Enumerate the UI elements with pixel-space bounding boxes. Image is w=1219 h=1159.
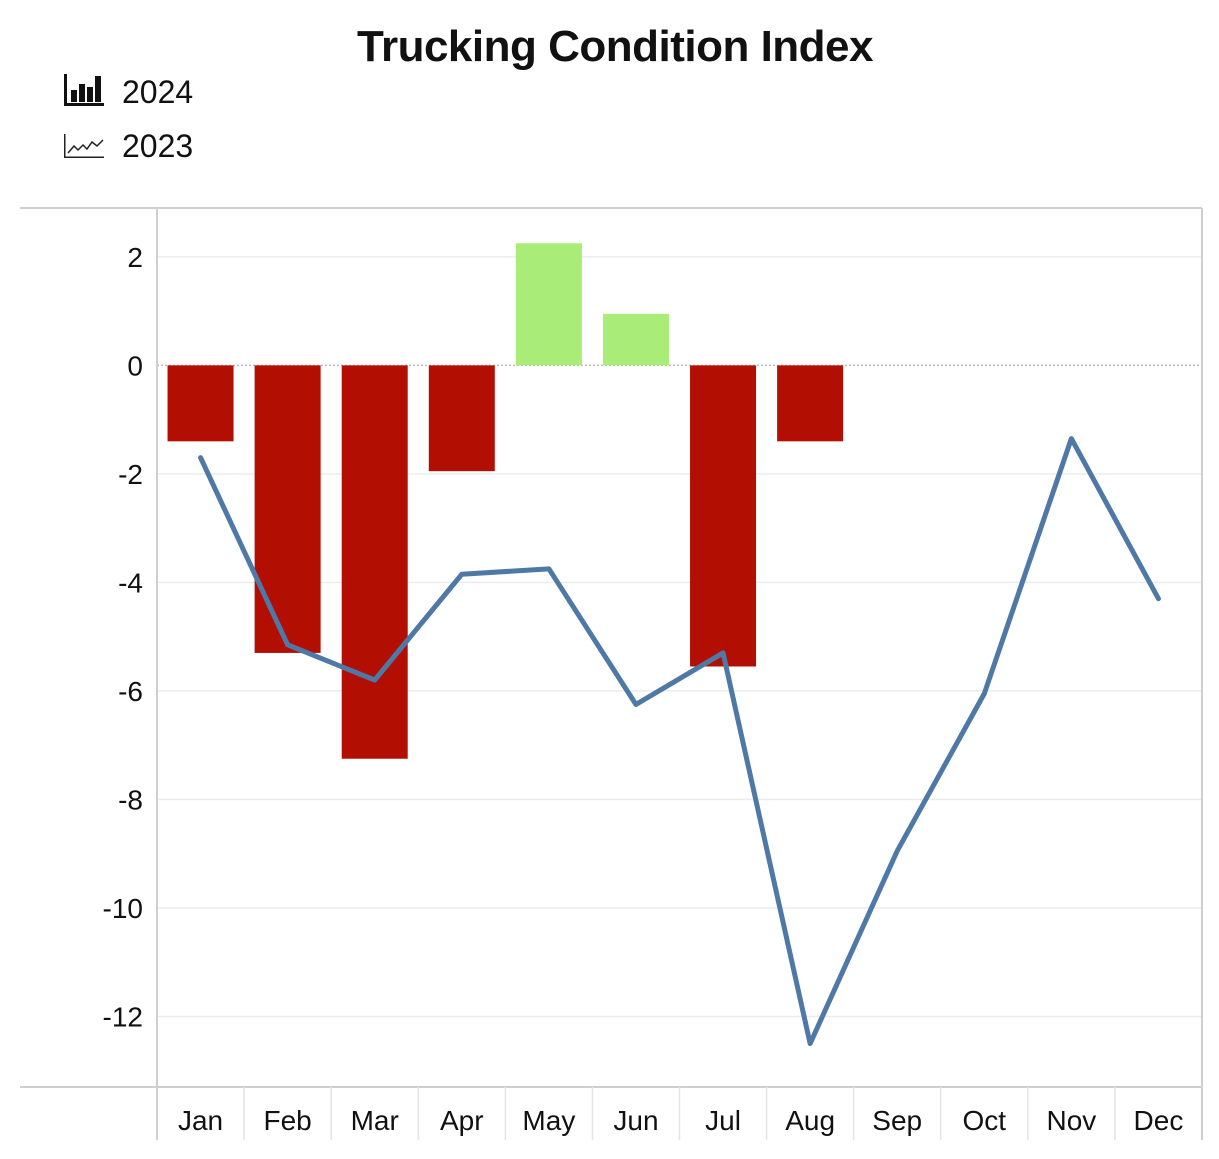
x-tick-label-sep: Sep xyxy=(872,1105,922,1136)
bar-mar xyxy=(341,365,408,759)
plot-frame xyxy=(20,207,1203,1140)
bar-may xyxy=(515,243,582,366)
x-tick-label-mar: Mar xyxy=(351,1105,399,1136)
x-tick-label-nov: Nov xyxy=(1046,1105,1096,1136)
bar-jul xyxy=(690,365,757,667)
x-tick-label-jun: Jun xyxy=(613,1105,658,1136)
bar-jun xyxy=(602,313,669,366)
bar-jan xyxy=(167,365,234,442)
y-tick-label: 0 xyxy=(127,350,143,381)
legend-item-2024[interactable]: 2024 xyxy=(62,70,193,114)
line-2023-path xyxy=(198,436,1161,1047)
bar-feb xyxy=(254,365,321,653)
x-tick-label-apr: Apr xyxy=(440,1105,484,1136)
x-tick-label-feb: Feb xyxy=(264,1105,312,1136)
x-tick-label-jul: Jul xyxy=(705,1105,741,1136)
y-tick-label: -2 xyxy=(118,459,143,490)
line-chart-icon xyxy=(62,126,106,167)
chart-title: Trucking Condition Index xyxy=(357,22,874,71)
gridlines xyxy=(157,256,1202,1018)
x-axis: Jan Feb Mar Apr May Jun Jul Aug Sep Oct Nov Dec xyxy=(178,1105,1183,1136)
y-tick-label: -6 xyxy=(118,676,143,707)
y-tick-label: -8 xyxy=(118,784,143,815)
y-tick-label: -4 xyxy=(118,567,143,598)
x-tick-label-may: May xyxy=(522,1105,575,1136)
legend-label-2023: 2023 xyxy=(122,127,194,164)
legend-label-2024: 2024 xyxy=(122,73,194,110)
bar-aug xyxy=(777,365,844,442)
x-tick-label-dec: Dec xyxy=(1134,1105,1184,1136)
bars-2024 xyxy=(167,243,844,759)
y-tick-label: 2 xyxy=(127,242,143,273)
x-tick-label-oct: Oct xyxy=(963,1105,1007,1136)
x-tick-label-jan: Jan xyxy=(178,1105,223,1136)
y-tick-label: -12 xyxy=(103,1001,143,1032)
y-tick-label: -10 xyxy=(103,893,143,924)
bar-chart-icon xyxy=(62,72,106,113)
y-axis: 2 0 -2 -4 -6 -8 -10 -12 xyxy=(103,242,143,1033)
bar-apr xyxy=(428,365,495,472)
line-2023 xyxy=(198,436,1161,1047)
x-tick-label-aug: Aug xyxy=(785,1105,835,1136)
legend-item-2023[interactable]: 2023 xyxy=(62,124,193,168)
